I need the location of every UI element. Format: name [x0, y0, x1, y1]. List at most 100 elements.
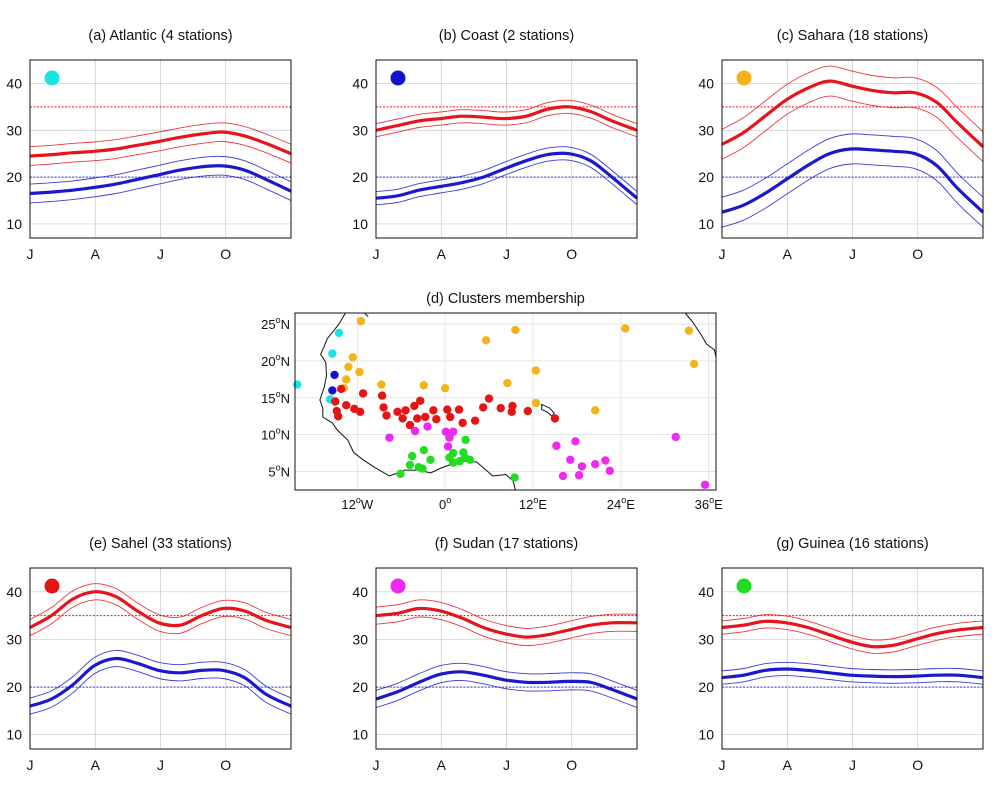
series-tmax-point [893, 644, 895, 646]
x-tick-label: A [91, 757, 101, 773]
series-tmin-point [871, 675, 873, 677]
lat-tick-value: 5 [268, 465, 275, 480]
series-tmax-point [807, 87, 809, 89]
series-tmin-point [828, 672, 830, 674]
lon-hemisphere: E [538, 497, 547, 512]
y-tick-label: 10 [698, 216, 714, 232]
station-point-sahel [355, 407, 365, 417]
degree-symbol: o [276, 315, 281, 325]
series-tmax-point [439, 610, 441, 612]
series-tmax-point [179, 136, 181, 138]
station-point-sahel [421, 412, 430, 422]
panel-c: (c) Sahara (18 stations) 10 20 30 40 J A J O [698, 28, 985, 262]
x-tick-label: A [91, 246, 101, 262]
series-tmax-lower-bound [29, 141, 292, 166]
panel-d-map: (d) Clusters membership5oN10oN15oN20oN25… [261, 291, 723, 512]
y-tick-label: 40 [352, 584, 368, 600]
series-tmin-lower-bound [721, 163, 984, 228]
series-tmin-point [568, 680, 570, 682]
series-tmin-point [265, 178, 267, 181]
series-tmax-point [265, 619, 267, 621]
cluster-marker-coast [390, 70, 406, 86]
series-tmin-point [201, 166, 203, 168]
series-tmin-point [396, 195, 399, 197]
series-tmax-upper-bound [29, 583, 292, 620]
series-tmax-point [807, 626, 809, 629]
station-point-sahel [342, 400, 351, 410]
series-tmax-point [589, 624, 592, 626]
station-point-sahel [413, 414, 422, 423]
series-tmin-point [611, 688, 613, 691]
series-tmax-point [461, 617, 463, 619]
lat-tick-label: 10oN [261, 426, 290, 443]
y-tick-label: 10 [352, 216, 368, 232]
lat-hemisphere: N [281, 317, 290, 332]
series-tmin-lower-bound [375, 679, 638, 709]
station-point-sahel [478, 403, 488, 412]
series-tmax-point [50, 615, 53, 617]
station-point-coast [330, 370, 339, 380]
series-tmax-point [525, 636, 527, 638]
series-tmax-point [222, 131, 224, 133]
series-tmin-point [136, 662, 138, 664]
axes-frame [375, 567, 638, 750]
series-tmax-point [115, 595, 117, 598]
station-point-sahara [531, 398, 541, 408]
lon-tick-value: 12 [519, 497, 533, 512]
series-tmax-upper-bound [721, 614, 984, 641]
station-point-sahel [382, 411, 391, 420]
series-tmax-point [914, 638, 916, 641]
lon-hemisphere: E [714, 497, 723, 512]
lon-tick-value: 24 [607, 497, 621, 512]
degree-symbol: o [276, 463, 281, 473]
series-tmin-point [589, 681, 592, 683]
station-point-sahel [443, 405, 452, 414]
station-point-sahara [481, 336, 491, 345]
series-tmax-point [504, 117, 506, 120]
series-tmax-lower-bound [721, 95, 984, 162]
station-point-sahara [621, 324, 630, 333]
station-point-sahel [336, 384, 346, 394]
series-tmin-point [115, 183, 117, 185]
station-point-sudan [558, 471, 568, 481]
series-tmax-point [828, 634, 830, 636]
station-point-sahel [377, 391, 387, 400]
cluster-marker-sudan [390, 578, 406, 594]
lon-tick-label: 12oW [341, 495, 373, 512]
lat-hemisphere: N [281, 391, 290, 406]
panel-a: (a) Atlantic (4 stations) 10 20 30 40 J A J O [6, 28, 292, 262]
series-tmax-point [828, 80, 830, 82]
y-tick-label: 40 [6, 75, 22, 91]
x-tick-label: O [566, 757, 577, 773]
station-point-guinea [396, 469, 405, 478]
series-tmax-point [935, 633, 938, 635]
y-tick-label: 10 [6, 727, 22, 743]
x-tick-label: A [783, 246, 793, 262]
series-tmin-lower-bound [375, 159, 638, 206]
station-point-sahara [344, 362, 353, 372]
series-tmin-point [482, 176, 484, 178]
series-tmax-lower-bound [29, 599, 292, 637]
station-point-sudan [410, 426, 420, 436]
series-tmin-point [72, 684, 74, 686]
series-tmax-upper-bound [375, 599, 638, 629]
degree-symbol: o [276, 352, 281, 362]
y-tick-label: 40 [352, 75, 368, 91]
station-point-sudan [671, 432, 680, 442]
series-tmax-point [396, 124, 399, 127]
series-tmin-point [461, 671, 463, 673]
station-point-guinea [418, 464, 427, 473]
x-tick-label: J [27, 757, 34, 773]
station-point-sahara [531, 366, 541, 375]
y-tick-label: 10 [6, 216, 22, 232]
series-tmax-point [785, 622, 787, 624]
x-tick-label: J [719, 757, 726, 773]
series-tmin-point [807, 669, 809, 672]
station-point-sudan [577, 462, 587, 471]
station-point-atlantic [292, 380, 302, 389]
lake-chad [541, 403, 555, 418]
lon-hemisphere: W [361, 497, 374, 512]
series-tmax-point [611, 622, 613, 624]
series-tmax-point [589, 110, 592, 113]
station-point-sahel [484, 394, 494, 403]
